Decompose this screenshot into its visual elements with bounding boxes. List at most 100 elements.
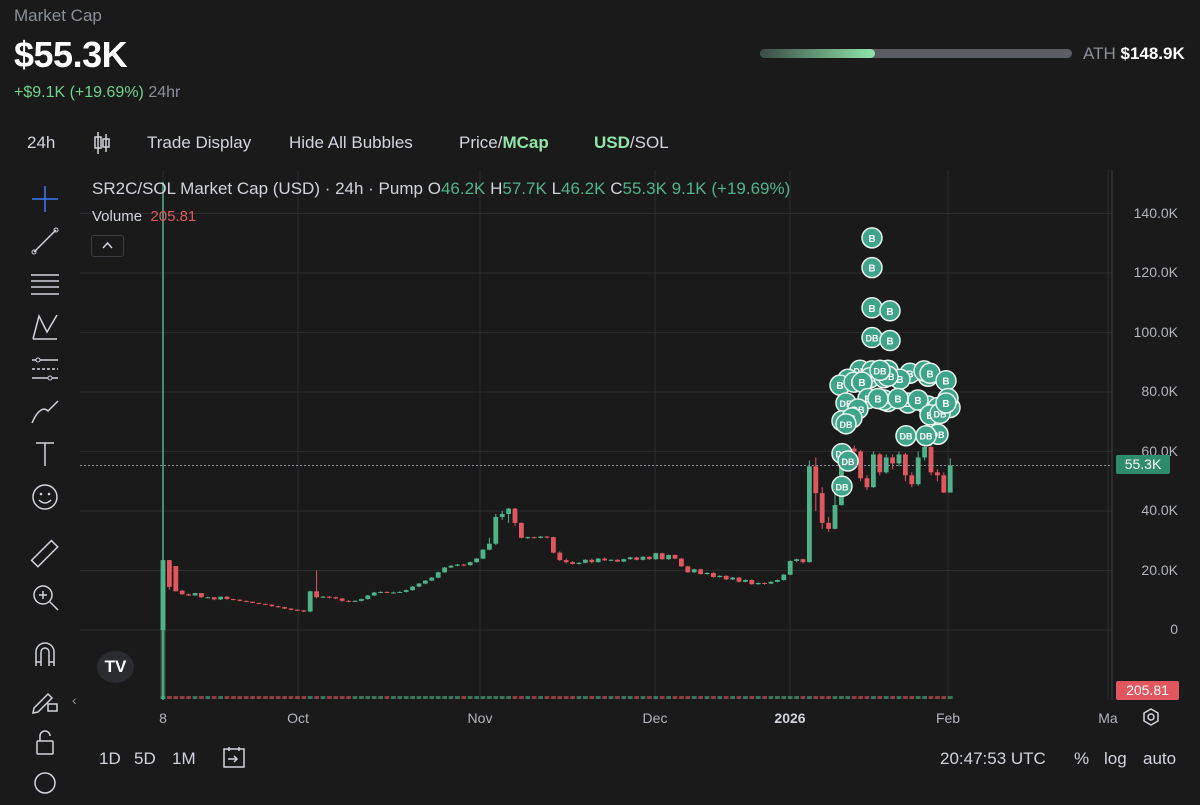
lock-pencil-icon[interactable] — [28, 682, 62, 716]
auto-scale-button[interactable]: auto — [1143, 749, 1177, 768]
candle — [211, 597, 217, 600]
candle — [442, 567, 447, 573]
goto-date-icon[interactable] — [222, 745, 246, 769]
ruler-icon[interactable] — [28, 537, 62, 571]
usd-sol-toggle[interactable]: USD/SOL — [594, 133, 669, 153]
trade-bubble-circle — [837, 450, 859, 472]
volume-bar — [647, 696, 652, 699]
mcap-option: MCap — [502, 133, 549, 152]
candle — [455, 564, 460, 566]
text-icon[interactable] — [28, 437, 62, 471]
trade-bubble-label: B — [858, 378, 865, 389]
trade-bubble-label: B — [906, 369, 913, 380]
volume-bar — [397, 696, 403, 699]
volume-bar — [928, 696, 934, 699]
volume-bar — [211, 696, 217, 699]
crosshair-icon[interactable] — [28, 182, 62, 216]
x-tick-label: Oct — [287, 710, 309, 726]
price-mcap-toggle[interactable]: Price/MCap — [459, 133, 549, 153]
candle — [339, 598, 345, 601]
fib-icon[interactable] — [28, 267, 62, 301]
candle — [288, 608, 294, 610]
volume-bar — [781, 696, 787, 699]
trade-bubble: B — [935, 369, 957, 392]
volume-bar — [359, 696, 364, 699]
trade-bubble-label: DB — [840, 399, 853, 409]
hide-bubbles-button[interactable]: Hide All Bubbles — [289, 133, 413, 152]
volume-bar — [755, 696, 761, 699]
volume-bar — [653, 696, 659, 699]
candle — [365, 595, 371, 600]
volume-bar — [666, 696, 671, 699]
trade-display-button[interactable]: Trade Display — [147, 133, 252, 152]
range-1d-button[interactable]: 1D — [99, 749, 121, 768]
volume-bar — [269, 696, 275, 699]
trend-line-icon[interactable] — [28, 224, 62, 258]
log-scale-button[interactable]: log — [1104, 749, 1127, 768]
candle — [160, 560, 166, 630]
collapse-tools-icon[interactable]: ‹ — [72, 692, 77, 708]
candle — [826, 522, 831, 529]
volume-bar — [845, 696, 851, 699]
volume-bar — [557, 696, 563, 699]
candle — [237, 599, 243, 601]
last-volume-tag: 205.81 — [1116, 681, 1179, 700]
volume-bar — [839, 696, 844, 699]
candle — [480, 549, 486, 559]
volume-bar — [768, 696, 774, 699]
candle-type-icon[interactable] — [92, 130, 112, 156]
last-price-tag: 55.3K — [1116, 455, 1170, 475]
magnet-icon[interactable] — [28, 638, 62, 672]
candle — [423, 580, 428, 584]
volume-bar — [384, 696, 390, 699]
candle — [557, 552, 563, 561]
candle — [858, 451, 863, 479]
volume-bar — [179, 696, 185, 699]
trade-bubble: B — [861, 297, 883, 319]
trade-bubble: DB — [837, 450, 859, 472]
clock-readout[interactable]: 20:47:53 UTC — [940, 749, 1046, 768]
pattern-icon[interactable] — [28, 310, 62, 344]
range-1m-button[interactable]: 1M — [172, 749, 196, 768]
volume-bar — [704, 696, 710, 699]
lock-icon[interactable] — [28, 725, 62, 759]
volume-bar — [167, 696, 172, 699]
volume-bar — [442, 696, 447, 699]
volume-bar — [519, 696, 524, 699]
x-tick-label: Feb — [935, 710, 961, 726]
volume-bar — [813, 696, 819, 699]
trade-bubble: B — [879, 329, 901, 352]
volume-bar — [935, 696, 940, 699]
volume-bar — [717, 696, 723, 699]
candle — [301, 610, 307, 612]
volume-bar — [410, 696, 415, 699]
percent-scale-button[interactable]: % — [1074, 749, 1090, 768]
volume-bar — [346, 696, 351, 699]
low-key: L — [551, 179, 562, 198]
volume-bar — [563, 696, 569, 699]
close-key: C — [610, 179, 623, 198]
volume-bar — [314, 696, 319, 699]
candle — [391, 592, 396, 594]
candle — [474, 558, 479, 563]
candle — [538, 536, 543, 538]
interval-button[interactable]: 24h — [27, 133, 56, 152]
candle — [800, 559, 806, 563]
y-tick-label: 140.0K — [1133, 204, 1178, 221]
range-5d-button[interactable]: 5D — [134, 749, 156, 768]
candle — [173, 566, 179, 592]
volume-bar — [883, 696, 889, 699]
eye-icon[interactable] — [28, 766, 62, 796]
emoji-icon[interactable] — [28, 480, 62, 514]
zoom-icon[interactable] — [28, 580, 62, 614]
candle — [883, 457, 889, 473]
brush-icon[interactable] — [28, 395, 62, 429]
settings-gear-icon[interactable] — [1141, 707, 1161, 727]
candle — [359, 599, 364, 601]
candle — [192, 593, 198, 596]
collapse-legend-button[interactable] — [91, 235, 124, 257]
volume-bar — [627, 696, 633, 699]
candle — [915, 457, 921, 485]
projection-icon[interactable] — [28, 352, 62, 386]
